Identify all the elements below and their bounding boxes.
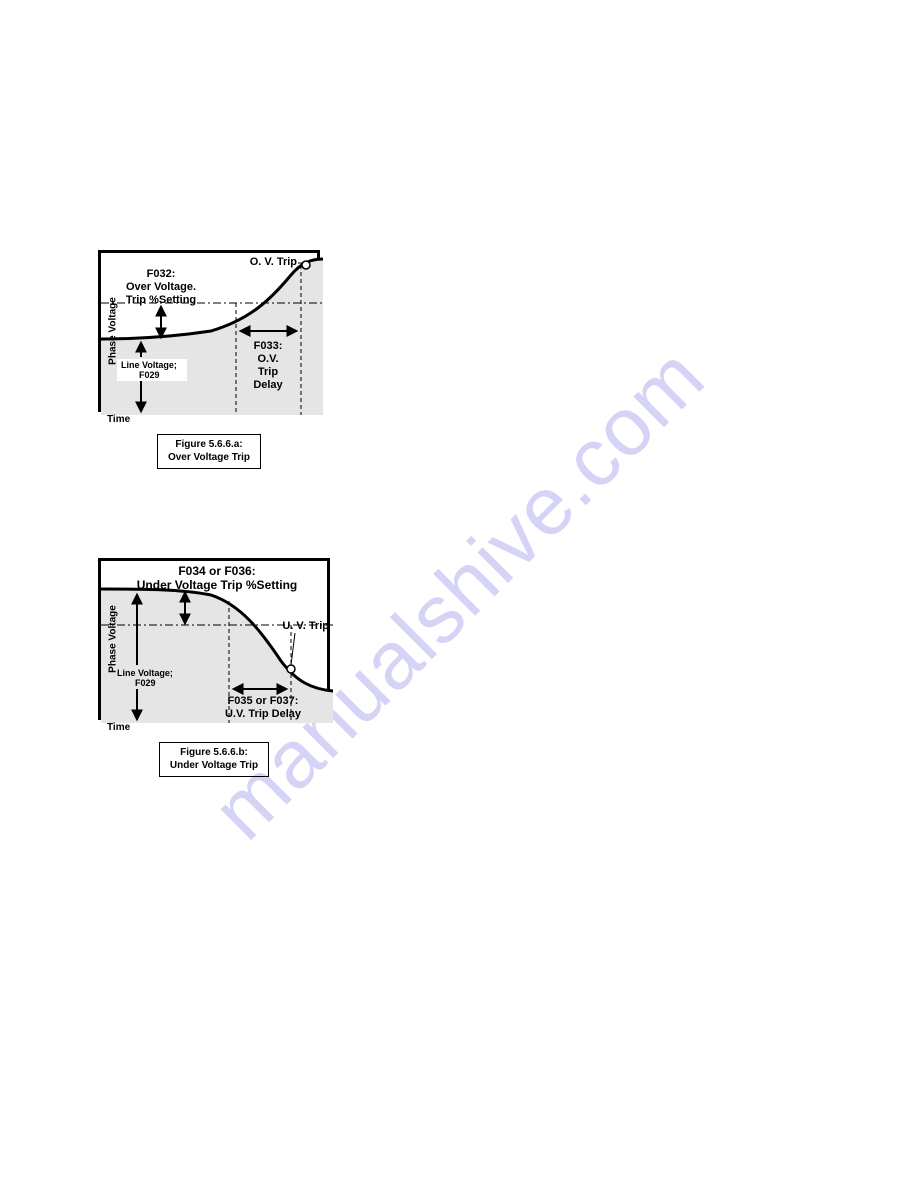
chart-b-caption-1: Figure 5.6.6.b: bbox=[180, 747, 248, 758]
chart-b-title-2: Under Voltage Trip %Setting bbox=[137, 578, 297, 592]
chart-b-trip-point bbox=[287, 665, 295, 673]
chart-a-trip-label: O. V. Trip bbox=[250, 256, 298, 268]
chart-b-title-1: F034 or F036: bbox=[178, 564, 255, 578]
chart-b-ylabel: Phase Voltage bbox=[107, 605, 118, 673]
chart-b-caption-2: Under Voltage Trip bbox=[170, 760, 258, 771]
chart-b-delay-1: F035 or F037: bbox=[228, 695, 299, 707]
figure-over-voltage: Phase Voltage F032: Over Voltage. Trip %… bbox=[98, 250, 320, 469]
chart-a-delay-1: F033: bbox=[254, 340, 283, 352]
chart-a-caption-1: Figure 5.6.6.a: bbox=[175, 439, 242, 450]
chart-a-title-1: F032: bbox=[147, 268, 176, 280]
chart-a-title-2: Over Voltage. bbox=[126, 281, 196, 293]
chart-a-caption-2: Over Voltage Trip bbox=[168, 452, 250, 463]
chart-a-delay-3: Trip bbox=[258, 366, 278, 378]
chart-a-delay-4: Delay bbox=[253, 379, 283, 391]
chart-a-xlabel: Time bbox=[107, 414, 130, 425]
chart-b-trip-label: U. V. Trip bbox=[282, 620, 329, 632]
chart-a-delay-2: O.V. bbox=[258, 353, 279, 365]
chart-b-xlabel: Time bbox=[107, 722, 130, 733]
chart-a-lv-2: F029 bbox=[139, 370, 160, 380]
chart-b-lv-1: Line Voltage; bbox=[117, 668, 173, 678]
chart-b-box: Phase Voltage F034 or F036: Under Voltag… bbox=[98, 558, 330, 720]
chart-b-caption: Figure 5.6.6.b: Under Voltage Trip bbox=[159, 742, 269, 777]
chart-a-box: Phase Voltage F032: Over Voltage. Trip %… bbox=[98, 250, 320, 412]
chart-a-lv-1: Line Voltage; bbox=[121, 360, 177, 370]
chart-a-ylabel: Phase Voltage bbox=[107, 297, 118, 365]
chart-b-delay-2: U.V. Trip Delay bbox=[225, 708, 302, 720]
chart-b-svg: F034 or F036: Under Voltage Trip %Settin… bbox=[101, 561, 333, 723]
chart-b-lv-2: F029 bbox=[135, 678, 156, 688]
chart-a-title-3: Trip %Setting bbox=[126, 294, 196, 306]
chart-b-trip-leader bbox=[291, 633, 295, 665]
chart-a-svg: F032: Over Voltage. Trip %Setting Line V… bbox=[101, 253, 323, 415]
chart-a-caption: Figure 5.6.6.a: Over Voltage Trip bbox=[157, 434, 261, 469]
figure-under-voltage: Phase Voltage F034 or F036: Under Voltag… bbox=[98, 558, 330, 777]
chart-a-trip-point bbox=[302, 261, 310, 269]
